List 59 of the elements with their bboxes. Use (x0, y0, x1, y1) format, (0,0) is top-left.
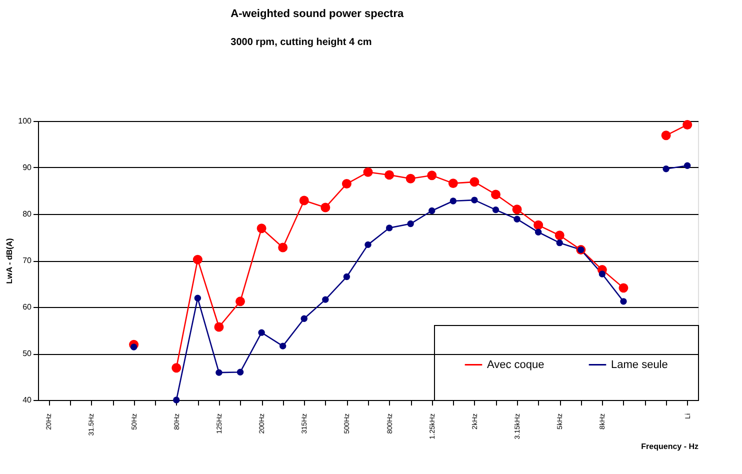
chart-title: A-weighted sound power spectra (230, 8, 404, 20)
point (256, 224, 266, 234)
point (342, 179, 352, 189)
point (428, 207, 436, 214)
y-tick-label: 40 (22, 396, 32, 404)
point (406, 174, 416, 184)
point (173, 396, 180, 404)
point (343, 273, 350, 280)
point (299, 196, 309, 206)
point (662, 166, 670, 172)
point (278, 242, 288, 252)
legend-label: Avec coque (487, 358, 544, 371)
point (258, 329, 265, 336)
point (236, 368, 244, 376)
point (448, 178, 458, 188)
point (300, 315, 308, 322)
point (364, 241, 372, 248)
point (386, 224, 393, 232)
point (192, 254, 202, 264)
point (618, 283, 628, 293)
point (363, 167, 373, 177)
point (427, 170, 437, 180)
y-axis-title: LwA - dB(A) (5, 238, 14, 284)
y-tick-label: 80 (22, 210, 32, 218)
point (450, 198, 457, 204)
point (214, 322, 224, 332)
y-tick-label: 70 (22, 256, 32, 265)
point (384, 170, 394, 180)
x-axis-title: Frequency - Hz (641, 442, 698, 452)
point (491, 190, 500, 200)
point (130, 344, 138, 350)
point (556, 239, 563, 246)
point (554, 230, 564, 240)
point (320, 202, 330, 212)
point (172, 363, 182, 373)
legend-label: Lame seule (611, 358, 668, 371)
point (236, 296, 245, 306)
point (194, 294, 202, 302)
point (514, 216, 520, 222)
point (470, 177, 480, 187)
point (279, 342, 286, 350)
point (534, 228, 542, 236)
point (471, 196, 478, 204)
point (534, 220, 544, 230)
point (492, 206, 500, 214)
point (322, 296, 329, 303)
y-tick-label: 90 (22, 163, 32, 172)
point (407, 220, 414, 228)
point (216, 369, 222, 376)
chart-subtitle: 3000 rpm, cutting height 4 cm (230, 37, 372, 48)
point (620, 298, 627, 305)
point (661, 130, 671, 140)
point (512, 204, 522, 214)
y-tick-label: 60 (22, 302, 32, 312)
y-tick-label: 50 (22, 349, 32, 358)
point (598, 270, 606, 278)
point (682, 120, 692, 130)
y-tick-label: 100 (18, 116, 32, 126)
point (684, 162, 691, 169)
